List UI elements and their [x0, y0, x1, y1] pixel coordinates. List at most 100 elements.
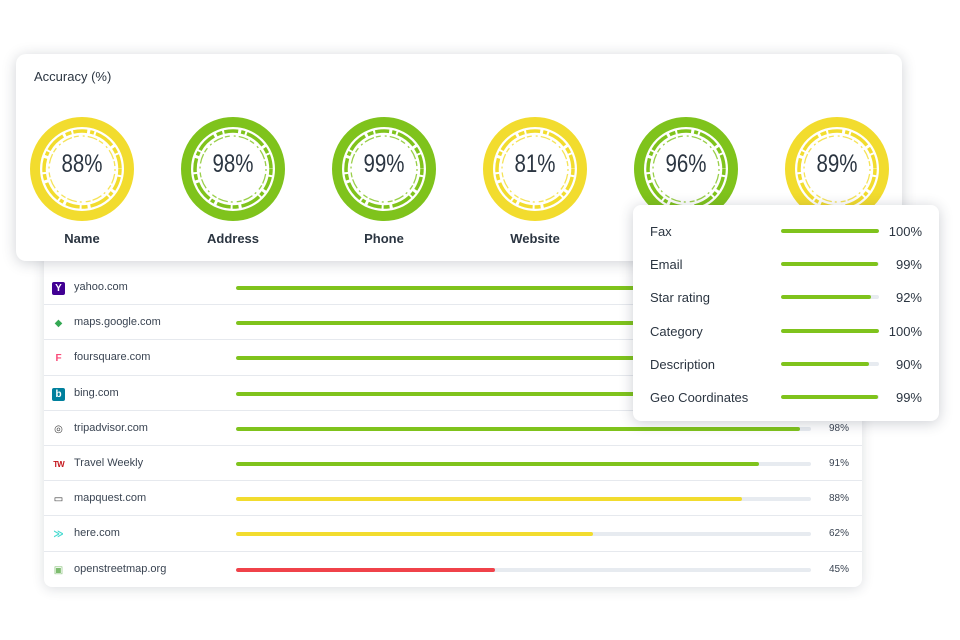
field-row: Fax 100%	[633, 220, 939, 244]
field-percent: 90%	[895, 356, 922, 372]
source-progress-track	[236, 391, 811, 396]
source-percent: 88%	[828, 493, 849, 505]
source-progress-track	[236, 426, 811, 431]
source-name: bing.com	[74, 386, 119, 399]
field-name: Geo Coordinates	[650, 390, 749, 405]
gauge-ring	[332, 117, 436, 221]
gauge-label: Address	[206, 231, 260, 246]
source-progress-fill	[236, 461, 760, 466]
source-progress-track	[236, 532, 811, 537]
field-name: Email	[650, 257, 683, 273]
field-name: Fax	[650, 224, 672, 239]
gauge-ring	[30, 117, 134, 221]
field-percent: 99%	[895, 257, 922, 273]
source-progress-fill	[236, 321, 811, 326]
source-name: yahoo.com	[74, 281, 128, 293]
source-progress-fill	[236, 356, 811, 361]
field-percent: 100%	[888, 224, 922, 239]
field-progress-track	[781, 328, 879, 333]
accuracy-gauge: 88% Name	[27, 114, 137, 246]
field-name: Star rating	[650, 290, 710, 306]
google-maps-icon: ◆	[54, 318, 63, 330]
here-icon: ≫	[53, 529, 64, 541]
field-row: Category 100%	[633, 320, 939, 344]
field-accuracy-popup: Fax 100% Email 99% Star rating 92% Category 100…	[633, 205, 939, 421]
field-progress-track	[781, 262, 879, 267]
source-row[interactable]: ▭ mapquest.com 88%	[44, 481, 862, 517]
gauge-label: Phone	[364, 231, 404, 246]
source-progress-track	[236, 321, 811, 326]
gauge-ring	[483, 117, 587, 221]
field-row: Email 99%	[633, 253, 939, 277]
gauge-ring	[181, 117, 285, 221]
field-progress-fill	[781, 262, 879, 267]
field-progress-track	[781, 361, 879, 366]
field-row: Description 90%	[633, 353, 939, 377]
field-progress-fill	[781, 295, 872, 300]
source-name: mapquest.com	[74, 492, 147, 505]
field-name: Description	[650, 356, 716, 372]
source-progress-fill	[236, 532, 593, 537]
gauge-value: 96%	[665, 150, 707, 178]
source-row[interactable]: ▣ openstreetmap.org 45%	[44, 552, 862, 587]
gauge-value: 81%	[514, 150, 556, 178]
accuracy-gauge: 99% Phone	[329, 114, 439, 246]
field-name: Category	[650, 323, 703, 339]
field-progress-fill	[781, 395, 879, 399]
source-name: foursquare.com	[74, 351, 151, 364]
source-percent: 91%	[828, 457, 849, 469]
source-percent: 45%	[828, 563, 849, 575]
field-percent: 92%	[895, 290, 922, 306]
field-progress-track	[781, 295, 879, 300]
foursquare-icon: F	[55, 353, 62, 365]
source-row[interactable]: ◎ tripadvisor.com 98%	[44, 411, 862, 446]
source-progress-track	[236, 356, 811, 361]
source-row[interactable]: TW Travel Weekly 91%	[44, 446, 862, 482]
gauge-value: 89%	[816, 150, 858, 178]
yahoo-icon: Y	[52, 282, 65, 295]
field-row: Geo Coordinates 99%	[633, 386, 939, 410]
source-progress-fill	[236, 391, 811, 396]
gauge-value: 88%	[61, 150, 103, 178]
accuracy-gauge: 81% Website	[480, 114, 590, 246]
field-percent: 100%	[888, 323, 922, 339]
field-row: Star rating 92%	[633, 286, 939, 310]
field-progress-track	[781, 229, 879, 233]
source-row[interactable]: ≫ here.com 62%	[44, 516, 862, 552]
source-percent: 98%	[828, 422, 849, 434]
accuracy-title: Accuracy (%)	[34, 69, 112, 84]
source-name: maps.google.com	[74, 316, 161, 329]
source-row[interactable]: ◆ maps.google.com	[44, 305, 862, 341]
source-name: here.com	[74, 527, 120, 540]
openstreetmap-icon: ▣	[53, 564, 64, 576]
tripadvisor-icon: ◎	[54, 423, 63, 435]
source-progress-fill	[236, 426, 800, 431]
source-progress-track	[236, 497, 811, 502]
bing-icon: b	[52, 387, 65, 401]
source-progress-track	[236, 567, 811, 572]
field-progress-track	[781, 395, 879, 399]
accuracy-gauge: 98% Address	[178, 114, 288, 246]
source-percent: 62%	[828, 528, 849, 540]
gauge-value: 98%	[212, 150, 254, 178]
field-progress-fill	[781, 229, 879, 233]
source-progress-fill	[236, 286, 811, 290]
gauge-label: Name	[64, 231, 100, 246]
source-row[interactable]: b bing.com	[44, 376, 862, 411]
gauge-value: 99%	[363, 150, 405, 178]
source-name: tripadvisor.com	[74, 421, 148, 434]
field-progress-fill	[781, 328, 879, 333]
source-progress-fill	[236, 497, 742, 502]
field-percent: 99%	[895, 390, 922, 405]
travel-weekly-icon: TW	[53, 459, 64, 469]
source-name: Travel Weekly	[74, 456, 144, 469]
gauge-label: Website	[510, 231, 560, 246]
source-progress-fill	[236, 567, 495, 572]
mapquest-icon: ▭	[53, 494, 64, 506]
source-progress-track	[236, 286, 811, 290]
source-progress-track	[236, 461, 811, 466]
field-progress-fill	[781, 361, 870, 366]
